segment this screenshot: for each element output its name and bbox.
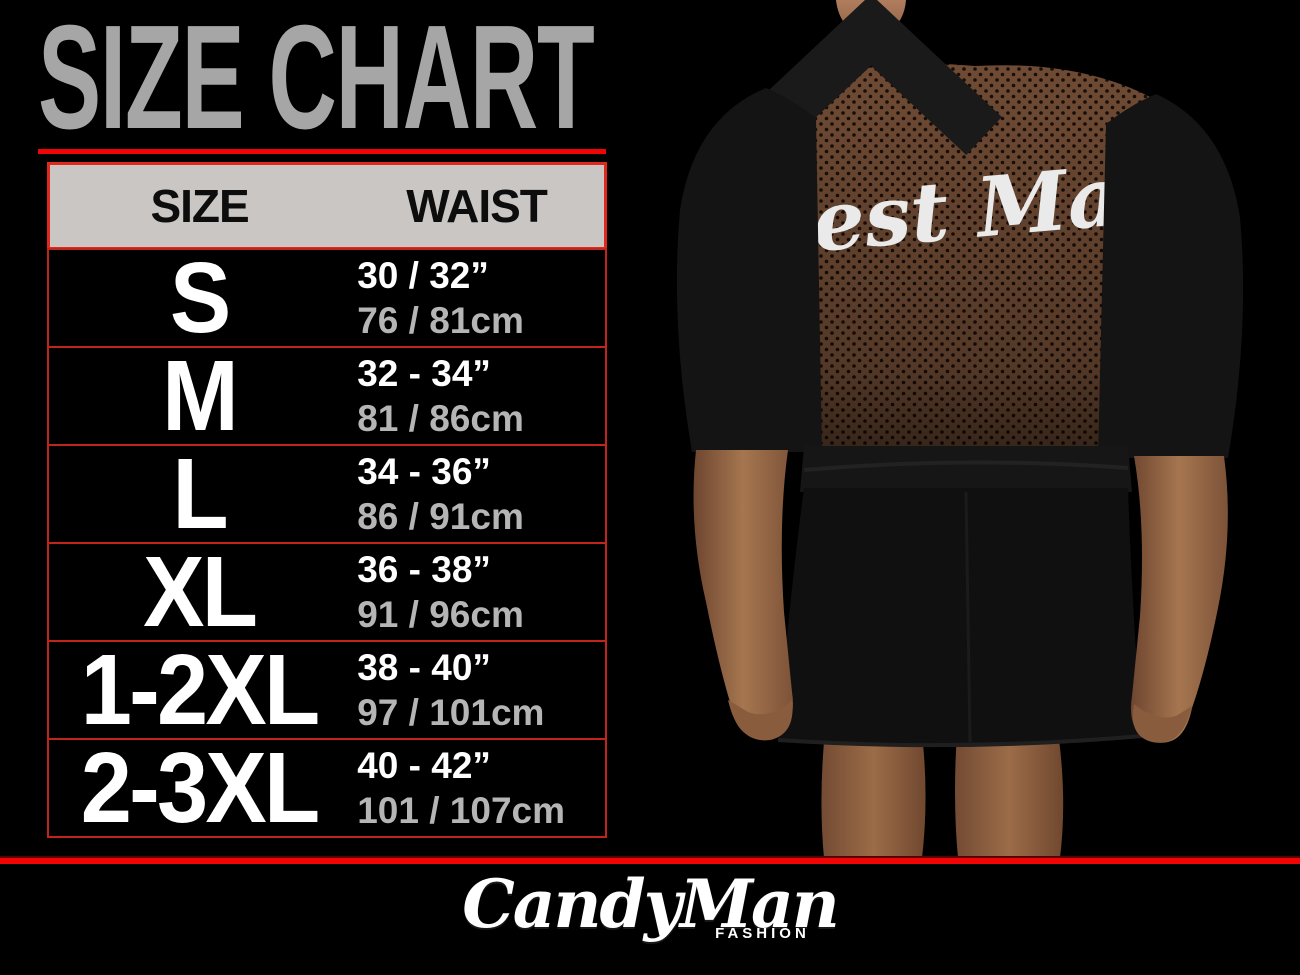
waist-centimeters: 97 / 101cm xyxy=(357,692,545,733)
product-photo: Best Man xyxy=(620,0,1300,858)
table-header-row: SIZE WAIST xyxy=(47,162,607,250)
waist-centimeters: 86 / 91cm xyxy=(357,496,524,537)
left-leg xyxy=(821,718,926,858)
footer: CandyMan FASHION xyxy=(0,864,1300,975)
table-row: XL 36 - 38” 91 / 96cm xyxy=(47,542,607,642)
waist-cell: 38 - 40” 97 / 101cm xyxy=(349,645,605,735)
waist-inches: 32 - 34” xyxy=(357,352,491,394)
waist-inches: 34 - 36” xyxy=(357,450,491,492)
waist-cell: 32 - 34” 81 / 86cm xyxy=(349,351,605,441)
robe-skirt xyxy=(778,488,1142,746)
table-row: M 32 - 34” 81 / 86cm xyxy=(47,346,607,446)
right-hand xyxy=(1132,704,1192,743)
brand-wordmark: CandyMan FASHION xyxy=(462,865,840,943)
left-sleeve xyxy=(676,88,822,452)
brand-logo: CandyMan FASHION xyxy=(0,865,1300,943)
right-sleeve xyxy=(1098,94,1244,458)
header-size: SIZE xyxy=(150,180,249,232)
waist-cell: 30 / 32” 76 / 81cm xyxy=(349,253,605,343)
page-title: SIZE CHART xyxy=(38,0,595,160)
mesh-shading xyxy=(768,63,1156,466)
model-back-photo: Best Man xyxy=(676,0,1244,858)
waist-inches: 40 - 42” xyxy=(357,744,491,786)
brand-subtitle: FASHION xyxy=(715,925,810,943)
header-waist: WAIST xyxy=(406,180,548,232)
waist-centimeters: 101 / 107cm xyxy=(357,790,566,831)
size-value: 1-2XL xyxy=(80,634,321,746)
waist-cell: 34 - 36” 86 / 91cm xyxy=(349,449,605,539)
robe-collar xyxy=(740,0,1002,155)
skirt-center-seam xyxy=(964,491,972,743)
left-arm xyxy=(693,450,793,739)
table-row: 1-2XL 38 - 40” 97 / 101cm xyxy=(47,640,607,740)
right-arm xyxy=(1130,456,1228,743)
waist-cell: 40 - 42” 101 / 107cm xyxy=(349,743,605,833)
waist-inches: 38 - 40” xyxy=(357,646,491,688)
table-row: L 34 - 36” 86 / 91cm xyxy=(47,444,607,544)
skirt-hem xyxy=(777,734,1143,748)
size-value: XL xyxy=(143,536,258,648)
table-row: 2-3XL 40 - 42” 101 / 107cm xyxy=(47,738,607,838)
waist-inches: 36 - 38” xyxy=(357,548,491,590)
table-row: S 30 / 32” 76 / 81cm xyxy=(47,248,607,348)
belt-fold-line xyxy=(803,460,1129,472)
left-hand xyxy=(728,700,793,741)
robe-belt xyxy=(800,446,1132,492)
right-leg xyxy=(955,718,1064,858)
waist-centimeters: 76 / 81cm xyxy=(357,300,524,341)
size-value: L xyxy=(172,438,228,550)
brand-name: CandyMan xyxy=(462,865,840,943)
size-value: 2-3XL xyxy=(80,732,321,844)
waist-inches: 30 / 32” xyxy=(357,254,489,296)
size-value: M xyxy=(162,340,239,452)
size-table: SIZE WAIST S 30 / 32” 76 / 81cm M 32 - 3… xyxy=(47,162,607,838)
waist-cell: 36 - 38” 91 / 96cm xyxy=(349,547,605,637)
footer-separator-line xyxy=(0,856,1300,864)
waist-centimeters: 81 / 86cm xyxy=(357,398,524,439)
waist-centimeters: 91 / 96cm xyxy=(357,594,524,635)
title-underline xyxy=(38,149,606,154)
size-value: S xyxy=(169,242,231,354)
